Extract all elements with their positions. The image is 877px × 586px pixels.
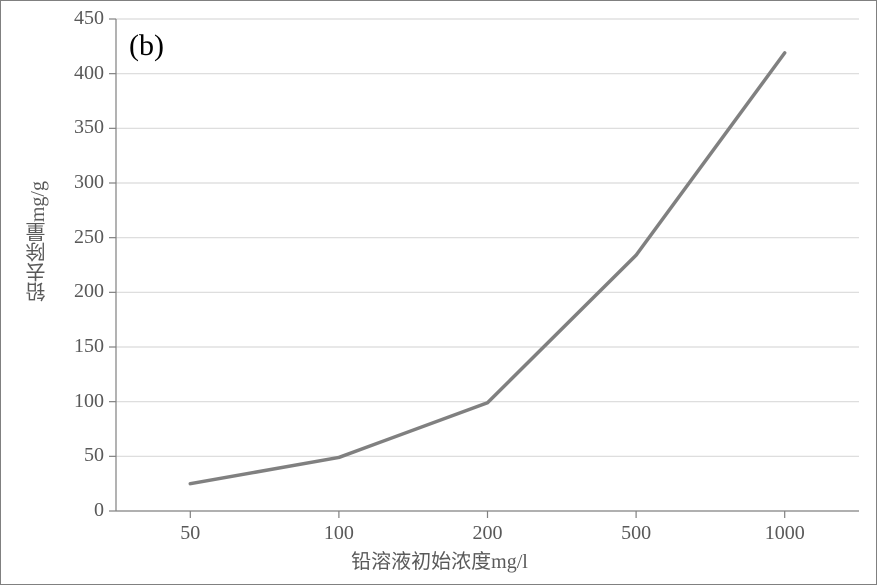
y-tick-label: 450 xyxy=(44,7,104,30)
x-tick-label: 1000 xyxy=(745,522,825,545)
panel-label: (b) xyxy=(129,29,164,63)
y-tick-label: 250 xyxy=(44,226,104,249)
x-tick-label: 500 xyxy=(596,522,676,545)
y-tick-label: 400 xyxy=(44,62,104,85)
y-tick-label: 300 xyxy=(44,171,104,194)
chart-area: (b) 铅去除量mg/g 铅溶液初始浓度mg/l 050100150200250… xyxy=(1,1,877,586)
x-tick-label: 100 xyxy=(299,522,379,545)
y-tick-label: 0 xyxy=(44,499,104,522)
chart-frame: (b) 铅去除量mg/g 铅溶液初始浓度mg/l 050100150200250… xyxy=(0,0,877,585)
plot-svg xyxy=(1,1,877,586)
y-tick-label: 200 xyxy=(44,280,104,303)
y-tick-label: 350 xyxy=(44,116,104,139)
y-tick-label: 50 xyxy=(44,444,104,467)
y-tick-label: 100 xyxy=(44,390,104,413)
y-tick-label: 150 xyxy=(44,335,104,358)
x-axis-title: 铅溶液初始浓度mg/l xyxy=(1,545,877,574)
x-tick-label: 200 xyxy=(448,522,528,545)
x-tick-label: 50 xyxy=(150,522,230,545)
